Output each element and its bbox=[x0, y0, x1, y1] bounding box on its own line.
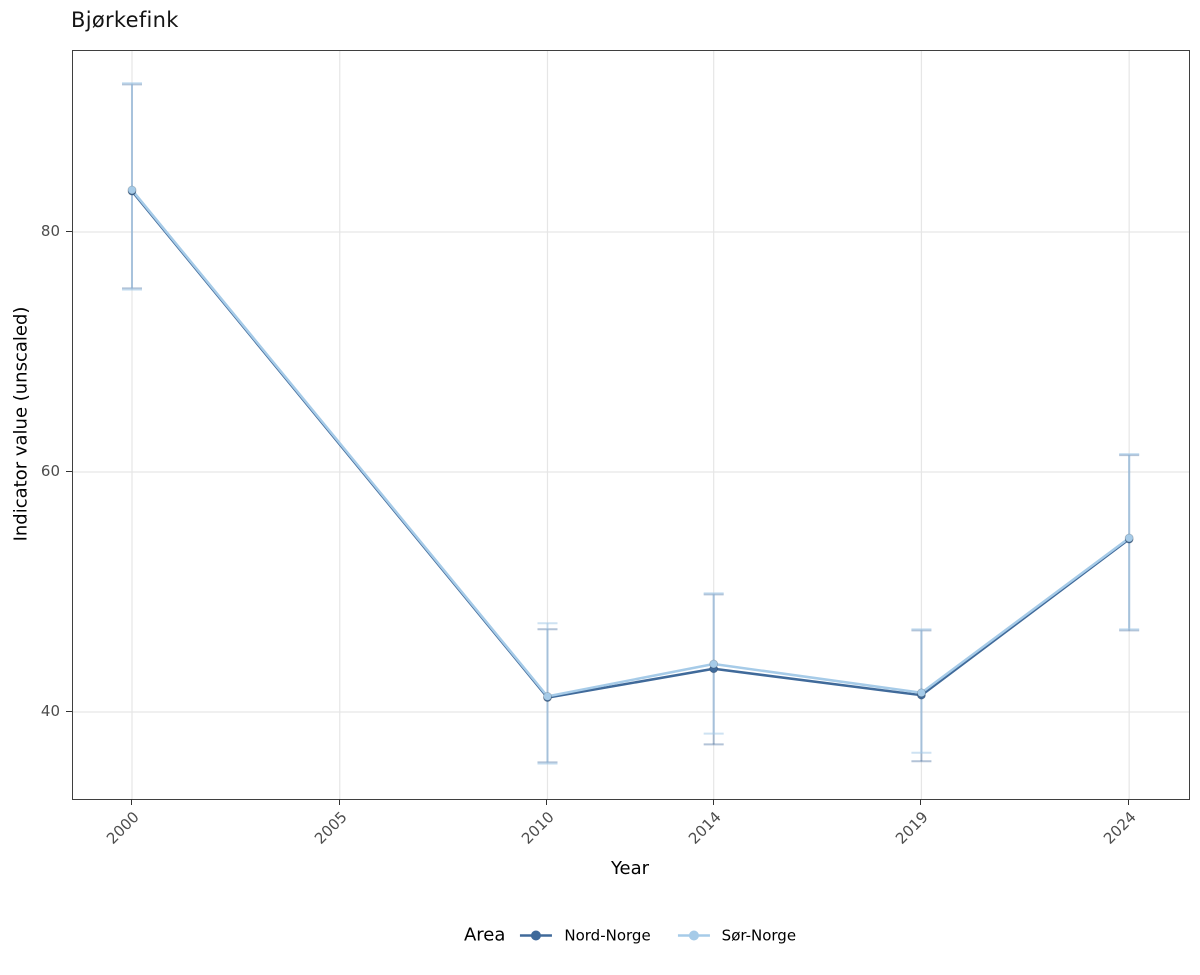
x-tick-label: 2005 bbox=[310, 808, 351, 848]
y-tick-label: 80 bbox=[40, 221, 60, 240]
x-tick-label: 2019 bbox=[892, 808, 933, 848]
x-axis-tick bbox=[130, 799, 132, 805]
legend-key-sor-norge-icon bbox=[677, 930, 710, 940]
y-axis-tick bbox=[66, 230, 72, 232]
plot-panel bbox=[72, 50, 1190, 800]
x-axis-tick bbox=[338, 799, 340, 805]
y-axis-title: Indicator value (unscaled) bbox=[10, 306, 32, 542]
plot-svg bbox=[73, 51, 1189, 799]
x-axis-title: Year bbox=[610, 858, 650, 879]
legend-item-label: Sør-Norge bbox=[721, 926, 797, 944]
legend-title: Area bbox=[463, 924, 506, 946]
y-axis-tick bbox=[66, 710, 72, 712]
x-tick-label: 2024 bbox=[1100, 808, 1140, 848]
y-axis-tick bbox=[66, 470, 72, 472]
x-axis-tick bbox=[1128, 799, 1130, 805]
legend: Area Nord-Norge Sør-Norge bbox=[464, 925, 796, 946]
legend-item-sor-norge: Sør-Norge bbox=[677, 926, 796, 944]
y-tick-label: 40 bbox=[40, 701, 60, 720]
x-tick-label: 2010 bbox=[518, 808, 559, 848]
legend-item-nord-norge: Nord-Norge bbox=[519, 926, 651, 944]
x-axis-tick bbox=[546, 799, 548, 805]
legend-item-label: Nord-Norge bbox=[564, 926, 651, 944]
chart-title: Bjørkefink bbox=[71, 8, 179, 32]
x-tick-label: 2000 bbox=[102, 808, 143, 848]
x-tick-label: 2014 bbox=[684, 808, 725, 848]
x-axis-tick bbox=[712, 799, 714, 805]
legend-key-nord-norge-icon bbox=[520, 930, 553, 940]
y-tick-label: 60 bbox=[40, 461, 60, 480]
x-axis-tick bbox=[920, 799, 922, 805]
